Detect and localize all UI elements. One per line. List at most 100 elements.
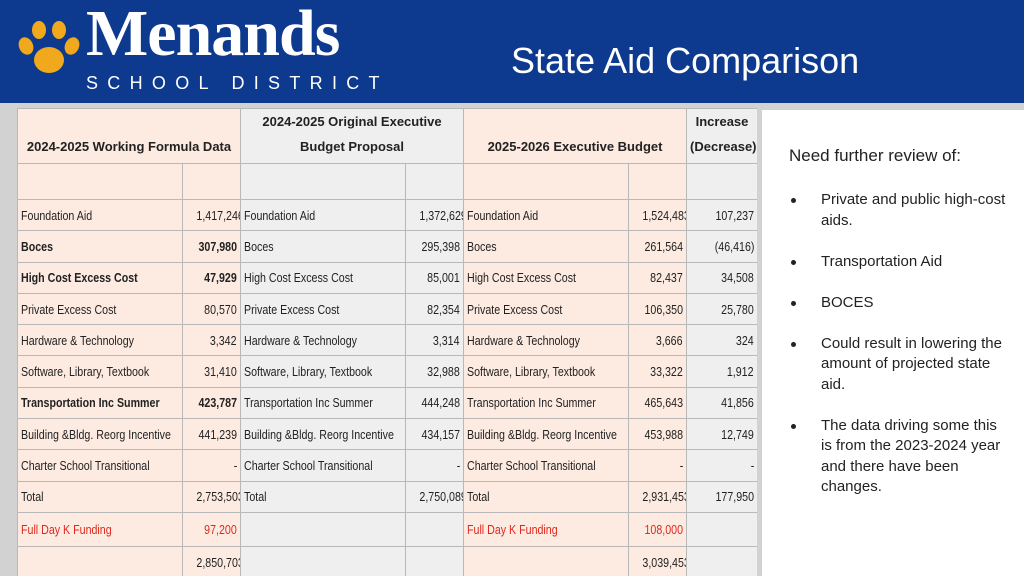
value-cell: 41,856 [686, 386, 757, 420]
value-cell: 453,988 [628, 418, 688, 451]
label-cell-text: Software, Library, Textbook [467, 364, 596, 380]
value-cell: 107,237 [686, 198, 757, 232]
empty-cell [628, 163, 688, 200]
value-cell: 82,437 [628, 261, 688, 294]
label-cell-text: Private Excess Cost [467, 301, 563, 317]
paw-logo [18, 21, 80, 73]
value-cell: 3,039,453 [628, 545, 688, 576]
value-cell-text: 106,350 [644, 301, 684, 317]
notes-panel: Need further review of: Private and publ… [762, 110, 1024, 576]
value-cell-text: 41,856 [721, 395, 755, 411]
value-cell: - [181, 449, 242, 482]
label-cell: High Cost Excess Cost [240, 261, 407, 294]
label-cell-text: Foundation Aid [467, 207, 539, 223]
label-cell-text: Building &Bldg. Reorg Incentive [467, 426, 617, 442]
label-cell-text: Charter School Transitional [244, 458, 373, 474]
value-cell: 33,322 [628, 355, 688, 388]
data-row: Transportation Inc Summer 423,787 Transpor… [17, 386, 757, 420]
label-cell-text: Software, Library, Textbook [244, 364, 373, 380]
value-cell: 177,950 [686, 480, 757, 513]
value-cell-text: - [679, 458, 684, 474]
label-cell-text: Transportation Inc Summer [21, 395, 160, 411]
empty-cell [405, 545, 465, 576]
label-cell-text: High Cost Excess Cost [244, 270, 354, 286]
label-cell: High Cost Excess Cost [463, 261, 630, 294]
value-cell-text: 2,850,703 [196, 555, 241, 571]
label-cell-text: Private Excess Cost [244, 301, 340, 317]
value-cell: 307,980 [181, 230, 242, 263]
value-cell: - [686, 449, 757, 482]
value-cell-text: 434,157 [421, 426, 461, 442]
label-cell: Software, Library, Textbook [17, 355, 183, 388]
value-cell-text: - [233, 458, 238, 474]
label-cell-text: Hardware & Technology [21, 332, 134, 348]
label-cell-text: Full Day K Funding [467, 521, 558, 537]
note-bullet: Could result in lowering the amount of p… [791, 334, 1011, 396]
note-bullet: Private and public high-cost aids. [791, 190, 1011, 231]
label-cell-text: Total [21, 489, 44, 505]
data-row: Foundation Aid 1,417,246 Foundation Aid 1,3… [17, 198, 757, 232]
value-cell-text: (46,416) [714, 238, 755, 254]
empty-cell [405, 163, 465, 200]
value-cell: 261,564 [628, 230, 688, 263]
label-cell: Transportation Inc Summer [17, 386, 183, 420]
header-band: Menands SCHOOL DISTRICT State Aid Compar… [0, 0, 1024, 103]
label-cell-text: Software, Library, Textbook [21, 364, 150, 380]
value-cell-text: 3,039,453 [642, 555, 687, 571]
label-cell: Charter School Transitional [17, 449, 183, 482]
value-cell-text: 33,322 [650, 364, 684, 380]
value-cell-text: 108,000 [644, 521, 684, 537]
column-header: 2024-2025 Working Formula Data [17, 108, 242, 164]
label-cell-text: Foundation Aid [244, 207, 316, 223]
value-cell: 441,239 [181, 418, 242, 451]
value-cell: 295,398 [405, 230, 465, 263]
empty-cell [181, 163, 242, 200]
label-cell: Boces [463, 230, 630, 263]
empty-cell [686, 511, 757, 547]
label-cell: Building &Bldg. Reorg Incentive [240, 418, 407, 451]
note-bullet: BOCES [791, 293, 1011, 314]
value-cell-text: 82,354 [427, 301, 461, 317]
empty-cell [686, 545, 757, 576]
value-cell-text: 80,570 [204, 301, 238, 317]
value-cell-text: 1,912 [727, 364, 755, 380]
value-cell-text: 453,988 [644, 426, 684, 442]
label-cell: Full Day K Funding [17, 511, 183, 547]
value-cell-text: 307,980 [198, 238, 238, 254]
value-cell-text: 444,248 [421, 395, 461, 411]
label-cell-text: Boces [21, 238, 54, 254]
value-cell-text: 82,437 [650, 270, 684, 286]
label-cell: Building &Bldg. Reorg Incentive [17, 418, 183, 451]
value-cell: 2,750,089 [405, 480, 465, 513]
data-row: Boces 307,980 Boces 295,398 Boces 261,564 (46,… [17, 230, 757, 263]
label-cell-text: Charter School Transitional [467, 458, 596, 474]
value-cell-text: 85,001 [427, 270, 461, 286]
empty-cell [405, 511, 465, 547]
column-header: 2025-2026 Executive Budget [463, 108, 688, 164]
aid-table: 2024-2025 Working Formula Data 2024-2025 … [17, 108, 757, 576]
label-cell: Foundation Aid [240, 198, 407, 232]
label-cell: Total [240, 480, 407, 513]
value-cell: 3,314 [405, 324, 465, 357]
value-cell-text: 441,239 [198, 426, 238, 442]
value-cell-text: 34,508 [721, 270, 755, 286]
value-cell: 47,929 [181, 261, 242, 294]
label-cell: Transportation Inc Summer [463, 386, 630, 420]
value-cell-text: 47,929 [204, 270, 238, 286]
notes-list: Private and public high-cost aids. Transp… [789, 190, 1011, 518]
empty-cell [463, 163, 630, 200]
column-header: Increase (Decrease) [686, 108, 757, 164]
label-cell: Charter School Transitional [463, 449, 630, 482]
value-cell: 31,410 [181, 355, 242, 388]
label-cell: Charter School Transitional [240, 449, 407, 482]
label-cell-text: Boces [244, 238, 274, 254]
logo-subtitle: SCHOOL DISTRICT [86, 73, 389, 93]
data-row: Software, Library, Textbook 31,410 Softwar… [17, 355, 757, 388]
value-cell-text: 97,200 [204, 521, 238, 537]
label-cell-text: Transportation Inc Summer [467, 395, 596, 411]
value-cell: 108,000 [628, 511, 688, 547]
value-cell-text: 177,950 [715, 489, 755, 505]
value-cell-text: 423,787 [198, 395, 238, 411]
label-cell: Boces [240, 230, 407, 263]
label-cell: Transportation Inc Summer [240, 386, 407, 420]
